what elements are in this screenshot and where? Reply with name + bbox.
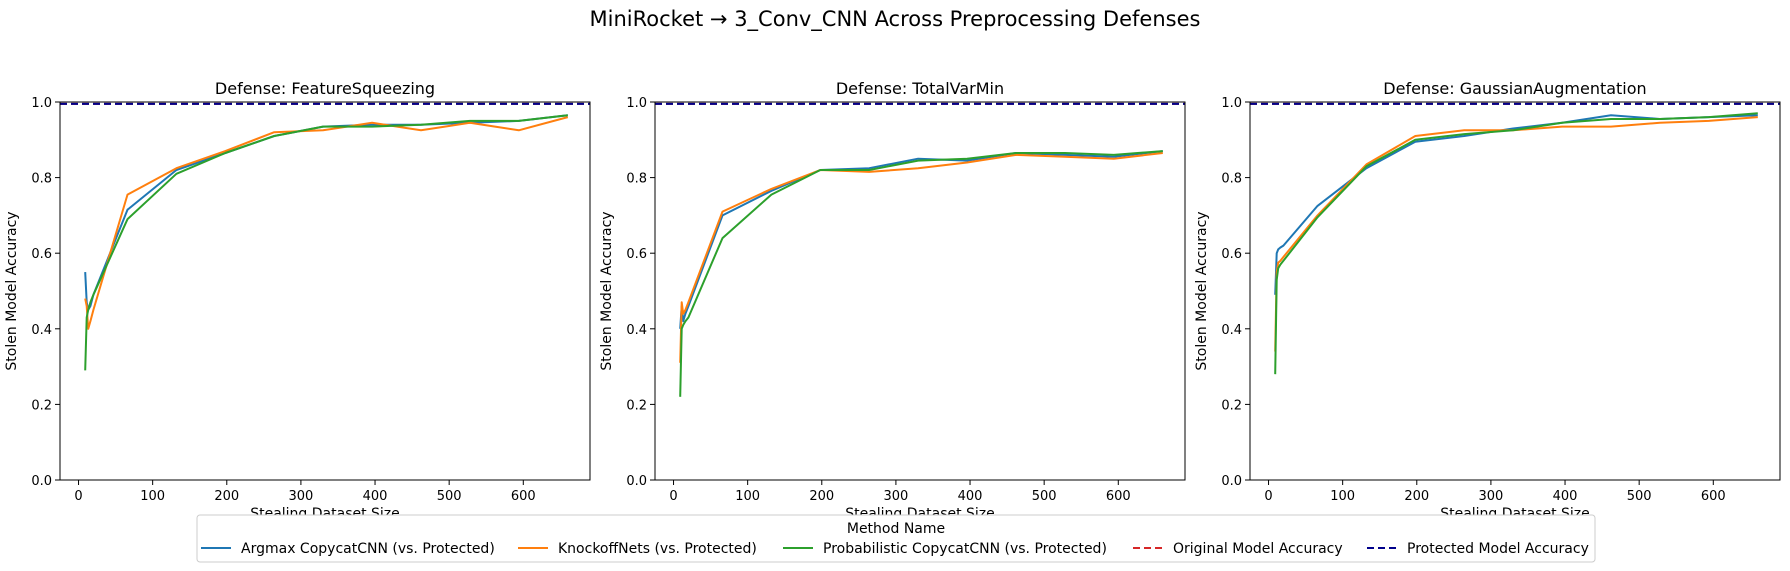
x-tick-label: 100 bbox=[1330, 489, 1355, 504]
series-line-probabilistic-copycatcnn-vs-protected bbox=[1274, 112, 1758, 375]
y-tick-label: 0.0 bbox=[31, 474, 52, 489]
series-line-probabilistic-copycatcnn-vs-protected bbox=[84, 114, 568, 371]
x-tick-label: 400 bbox=[1553, 489, 1578, 504]
y-tick-label: 0.2 bbox=[1221, 398, 1242, 413]
y-tick-label: 0.8 bbox=[626, 172, 647, 187]
series-line-knockoffnets-vs-protected bbox=[679, 152, 1163, 363]
x-tick-label: 0 bbox=[1264, 489, 1272, 504]
x-tick-label: 200 bbox=[1404, 489, 1429, 504]
series-line-knockoffnets-vs-protected bbox=[84, 116, 569, 330]
y-tick-label: 0.6 bbox=[31, 247, 52, 262]
y-tick-label: 0.8 bbox=[1221, 172, 1242, 187]
x-tick-label: 0 bbox=[669, 489, 677, 504]
legend-frame bbox=[196, 514, 1596, 563]
y-tick-label: 0.0 bbox=[626, 474, 647, 489]
y-tick-label: 0.4 bbox=[31, 323, 52, 338]
x-tick-label: 300 bbox=[1478, 489, 1503, 504]
y-tick-label: 1.0 bbox=[31, 96, 52, 111]
x-tick-label: 200 bbox=[809, 489, 834, 504]
x-tick-label: 0 bbox=[74, 489, 82, 504]
legend-label: Probabilistic CopycatCNN (vs. Protected) bbox=[823, 541, 1107, 557]
x-tick-label: 600 bbox=[511, 489, 536, 504]
x-tick-label: 100 bbox=[140, 489, 165, 504]
x-tick-label: 600 bbox=[1701, 489, 1726, 504]
panel-title: Defense: FeatureSqueezing bbox=[215, 79, 435, 98]
panel-title: Defense: GaussianAugmentation bbox=[1383, 79, 1646, 98]
y-tick-label: 0.0 bbox=[1221, 474, 1242, 489]
legend-label: Protected Model Accuracy bbox=[1407, 541, 1589, 557]
x-tick-label: 500 bbox=[1032, 489, 1057, 504]
x-tick-label: 400 bbox=[363, 489, 388, 504]
series-line-argmax-copycatcnn-vs-protected bbox=[679, 150, 1163, 329]
y-tick-label: 1.0 bbox=[1221, 96, 1242, 111]
series-line-knockoffnets-vs-protected bbox=[1274, 116, 1758, 352]
chart-panel-3: Defense: GaussianAugmentation 0 100 200 300 4… bbox=[1194, 79, 1781, 522]
y-axis-label: Stolen Model Accuracy bbox=[1194, 211, 1210, 370]
x-tick-label: 600 bbox=[1106, 489, 1131, 504]
legend-label: KnockoffNets (vs. Protected) bbox=[558, 541, 757, 557]
x-tick-label: 100 bbox=[735, 489, 760, 504]
legend-label: Original Model Accuracy bbox=[1173, 541, 1343, 557]
legend-title: Method Name bbox=[847, 521, 945, 537]
y-tick-label: 0.8 bbox=[31, 172, 52, 187]
series-line-argmax-copycatcnn-vs-protected bbox=[1274, 114, 1758, 295]
y-tick-label: 0.2 bbox=[31, 398, 52, 413]
y-tick-label: 0.4 bbox=[626, 323, 647, 338]
x-tick-label: 500 bbox=[1627, 489, 1652, 504]
x-tick-label: 300 bbox=[288, 489, 313, 504]
chart-panel-1: Defense: FeatureSqueezing 0 100 200 300 400 50… bbox=[4, 79, 591, 522]
legend: Method Name Argmax CopycatCNN (vs. Protec… bbox=[196, 514, 1596, 563]
y-tick-label: 1.0 bbox=[626, 96, 647, 111]
y-axis-label: Stolen Model Accuracy bbox=[599, 211, 615, 370]
legend-label: Argmax CopycatCNN (vs. Protected) bbox=[241, 541, 495, 557]
x-tick-label: 400 bbox=[958, 489, 983, 504]
plot-frame bbox=[1249, 101, 1781, 481]
y-axis-label: Stolen Model Accuracy bbox=[4, 211, 20, 370]
y-tick-label: 0.2 bbox=[626, 398, 647, 413]
plot-frame bbox=[59, 101, 591, 481]
series-line-argmax-copycatcnn-vs-protected bbox=[84, 114, 568, 311]
x-tick-label: 500 bbox=[437, 489, 462, 504]
y-tick-label: 0.4 bbox=[1221, 323, 1242, 338]
x-tick-label: 300 bbox=[883, 489, 908, 504]
y-tick-label: 0.6 bbox=[626, 247, 647, 262]
figure-title: MiniRocket → 3_Conv_CNN Across Preproces… bbox=[590, 7, 1201, 32]
y-tick-label: 0.6 bbox=[1221, 247, 1242, 262]
series-line-probabilistic-copycatcnn-vs-protected bbox=[679, 150, 1163, 397]
plot-frame bbox=[654, 101, 1186, 481]
chart-panel-2: Defense: TotalVarMin 0 100 200 300 400 500 600 0… bbox=[599, 79, 1186, 522]
panel-title: Defense: TotalVarMin bbox=[836, 79, 1004, 98]
x-tick-label: 200 bbox=[214, 489, 239, 504]
